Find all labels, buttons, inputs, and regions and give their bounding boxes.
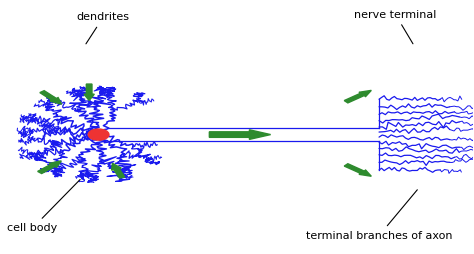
FancyArrow shape <box>210 130 271 139</box>
Text: dendrites: dendrites <box>77 12 130 44</box>
Circle shape <box>88 129 109 140</box>
FancyArrow shape <box>111 163 125 178</box>
Text: terminal branches of axon: terminal branches of axon <box>306 190 452 241</box>
Text: cell body: cell body <box>8 180 80 233</box>
FancyArrow shape <box>37 161 61 173</box>
FancyArrow shape <box>344 164 371 176</box>
Text: nerve terminal: nerve terminal <box>355 10 437 44</box>
FancyArrow shape <box>84 84 94 101</box>
FancyArrow shape <box>40 91 62 104</box>
FancyArrow shape <box>344 90 371 103</box>
